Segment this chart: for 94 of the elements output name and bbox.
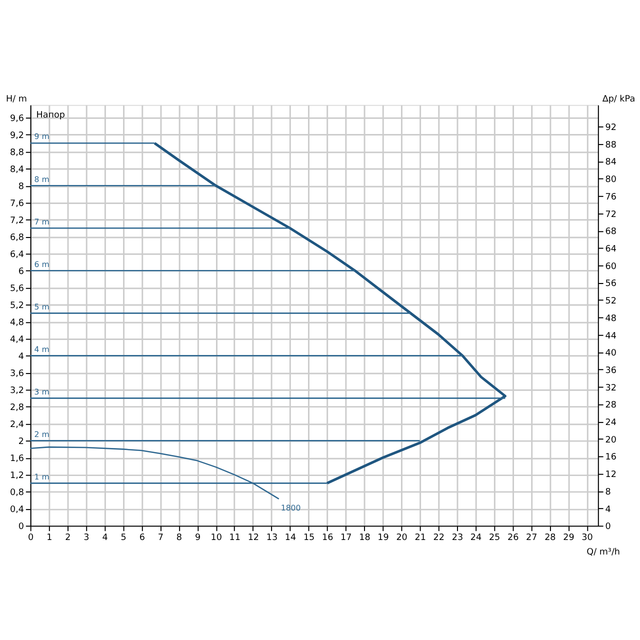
y2-tick-label: 44 <box>605 331 617 342</box>
y2-tick-label: 24 <box>605 418 617 428</box>
y2-tick-label: 68 <box>605 227 616 238</box>
y2-tick-label: 36 <box>605 366 617 376</box>
y-tick-label: 0 <box>18 522 24 532</box>
y2-tick-label: 48 <box>605 314 616 324</box>
series-label: 3 m <box>34 387 50 396</box>
x-tick-label: 27 <box>526 532 538 543</box>
series-label: 2 m <box>34 430 50 439</box>
x-axis-title: Q/ m³/h <box>586 548 620 558</box>
x-tick-label: 20 <box>396 532 408 543</box>
y-tick-label: 6 <box>18 267 24 278</box>
y-tick-label: 2,8 <box>10 403 24 414</box>
y-tick-label: 2,4 <box>10 420 24 430</box>
y-tick-label: 1,6 <box>10 454 24 464</box>
x-tick-label: 4 <box>102 532 108 543</box>
series-label: 1 m <box>34 472 50 482</box>
y2-tick-label: 88 <box>605 140 616 150</box>
x-tick-label: 21 <box>414 532 426 543</box>
x-tick-label: 29 <box>563 532 574 543</box>
x-tick-label: 15 <box>303 532 315 543</box>
x-tick-label: 10 <box>210 532 222 543</box>
y2-tick-label: 64 <box>605 244 617 254</box>
y-tick-label: 4,8 <box>10 318 24 328</box>
x-tick-label: 24 <box>470 532 482 543</box>
y-axis-title: H/ m <box>6 94 27 104</box>
series-label: 4 m <box>34 344 50 354</box>
y2-tick-label: 84 <box>605 158 617 168</box>
x-tick-label: 3 <box>84 532 90 543</box>
y2-tick-label: 28 <box>605 400 616 411</box>
y-tick-label: 3,2 <box>10 386 24 396</box>
x-tick-label: 9 <box>194 532 201 543</box>
x-tick-label: 28 <box>544 532 556 543</box>
y2-tick-label: 76 <box>605 192 617 202</box>
y-tick-label: 7,2 <box>10 216 24 226</box>
y-tick-label: 5,2 <box>10 301 24 312</box>
y2-tick-label: 52 <box>605 296 616 307</box>
x-tick-label: 23 <box>452 532 464 543</box>
x-tick-label: 7 <box>158 532 164 543</box>
x-tick-label: 11 <box>229 532 240 543</box>
y2-tick-label: 40 <box>605 348 617 359</box>
y-tick-label: 5,6 <box>10 284 24 294</box>
y-tick-label: 1,2 <box>10 471 24 482</box>
y2-tick-label: 12 <box>605 470 616 480</box>
series-label: 8 m <box>34 174 50 184</box>
y2-tick-label: 20 <box>605 435 617 446</box>
x-tick-label: 12 <box>248 532 260 543</box>
y2-tick-label: 0 <box>605 522 612 532</box>
y-tick-label: 2 <box>18 437 24 448</box>
x-tick-label: 17 <box>340 532 352 543</box>
y2-tick-label: 60 <box>605 262 617 272</box>
series-label: 9 m <box>34 132 50 142</box>
y-tick-label: 3,6 <box>10 369 24 380</box>
y2-tick-label: 56 <box>605 279 617 290</box>
x-tick-label: 25 <box>488 532 500 543</box>
y2-tick-label: 32 <box>605 383 616 394</box>
y2-tick-label: 80 <box>605 175 617 186</box>
y-tick-label: 7,6 <box>10 199 24 210</box>
x-tick-label: 1 <box>46 532 52 543</box>
x-tick-label: 30 <box>582 532 594 543</box>
y-tick-label: 8,8 <box>10 148 24 158</box>
y-tick-label: 4 <box>18 352 24 362</box>
x-tick-label: 5 <box>120 532 126 543</box>
y2-axis-title: Δp/ kPa <box>602 94 636 104</box>
y-tick-label: 0,8 <box>10 488 24 498</box>
y-tick-label: 9,2 <box>10 131 24 142</box>
y-tick-label: 6,4 <box>10 250 24 260</box>
series-label: 6 m <box>34 260 50 269</box>
series-label: 7 m <box>34 217 50 226</box>
y2-tick-label: 8 <box>605 487 611 498</box>
y-tick-label: 8,4 <box>10 165 24 176</box>
y2-tick-label: 92 <box>605 123 616 134</box>
x-tick-label: 26 <box>507 532 520 543</box>
series-label: 5 m <box>34 302 50 312</box>
x-tick-label: 0 <box>28 532 34 543</box>
y-tick-label: 6,8 <box>10 233 24 244</box>
y2-tick-label: 4 <box>605 504 612 515</box>
x-tick-label: 6 <box>139 532 146 543</box>
x-tick-label: 13 <box>266 532 278 543</box>
x-tick-label: 8 <box>176 532 182 543</box>
annotation: Напор <box>36 110 66 121</box>
series-label: 1800 <box>280 504 301 513</box>
y-tick-label: 9,6 <box>10 114 24 124</box>
x-tick-label: 2 <box>65 532 71 543</box>
x-tick-label: 19 <box>378 532 389 543</box>
x-tick-label: 16 <box>322 532 334 543</box>
y2-tick-label: 72 <box>605 210 616 220</box>
x-tick-label: 14 <box>284 532 296 543</box>
y-tick-label: 0,4 <box>10 505 24 516</box>
y-tick-label: 4,4 <box>10 335 24 346</box>
x-tick-label: 22 <box>433 532 444 543</box>
y2-tick-label: 16 <box>605 452 617 463</box>
y-tick-label: 8 <box>18 182 24 192</box>
x-tick-label: 18 <box>359 532 370 543</box>
